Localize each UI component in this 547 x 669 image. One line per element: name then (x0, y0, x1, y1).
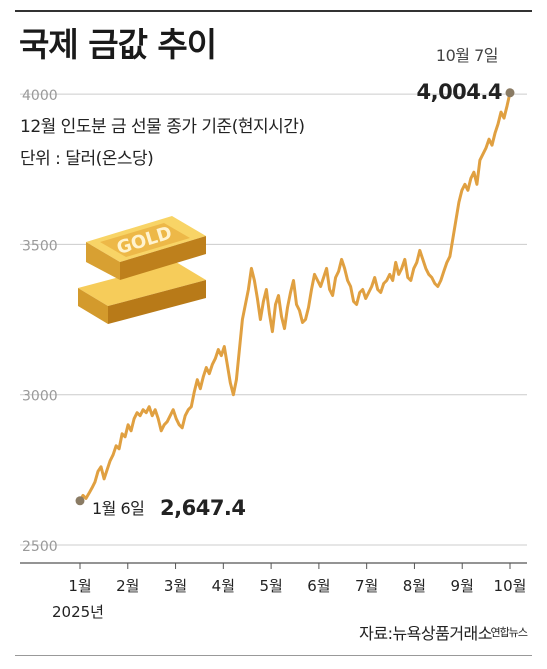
y-tick-label: 3500 (22, 238, 58, 254)
source-note: 자료:뉴욕상품거래소 (359, 624, 492, 643)
start-date-label: 1월 6일 (92, 499, 144, 518)
end-value-label: 4,004.4 (416, 80, 502, 104)
bottom-rule (15, 655, 532, 656)
series-layer (75, 88, 515, 506)
chart-title: 국제 금값 추이 (19, 25, 217, 64)
year-label: 2025년 (52, 603, 104, 621)
chart-subtitle: 12월 인도분 금 선물 종가 기준(현지시간) (20, 117, 305, 137)
x-tick-label: 8월 (403, 577, 426, 595)
agency-credit: 연합뉴스 (490, 626, 528, 639)
unit-label: 단위 : 달러(온스당) (20, 149, 154, 169)
end-point (505, 88, 515, 98)
y-tick-label: 4000 (22, 88, 58, 104)
x-tick-label: 5월 (259, 577, 282, 595)
top-rule (15, 10, 532, 12)
x-tick-label: 3월 (164, 577, 187, 595)
start-point (75, 496, 85, 506)
x-tick-label: 9월 (451, 577, 474, 595)
end-date-label: 10월 7일 (436, 46, 498, 65)
x-tick-label: 7월 (355, 577, 378, 595)
grid-layer: 2500 3000 3500 4000 1월 2월 3월 4월 5월 6월 7월 8월 9월 10월 202… (20, 88, 527, 621)
x-tick-label: 1월 (68, 577, 91, 595)
y-tick-label: 3000 (22, 389, 58, 405)
x-tick-label: 10월 (494, 577, 527, 595)
gold-price-line (78, 91, 512, 503)
x-tick-label: 4월 (212, 577, 235, 595)
gold-bar-icon: GOLD (78, 216, 206, 324)
x-tick-label: 6월 (307, 577, 330, 595)
y-tick-label: 2500 (22, 539, 58, 555)
label-layer: 1월 6일 2,647.4 10월 7일 4,004.4 (92, 46, 503, 520)
start-value-label: 2,647.4 (160, 496, 246, 520)
x-tick-label: 2월 (116, 577, 139, 595)
